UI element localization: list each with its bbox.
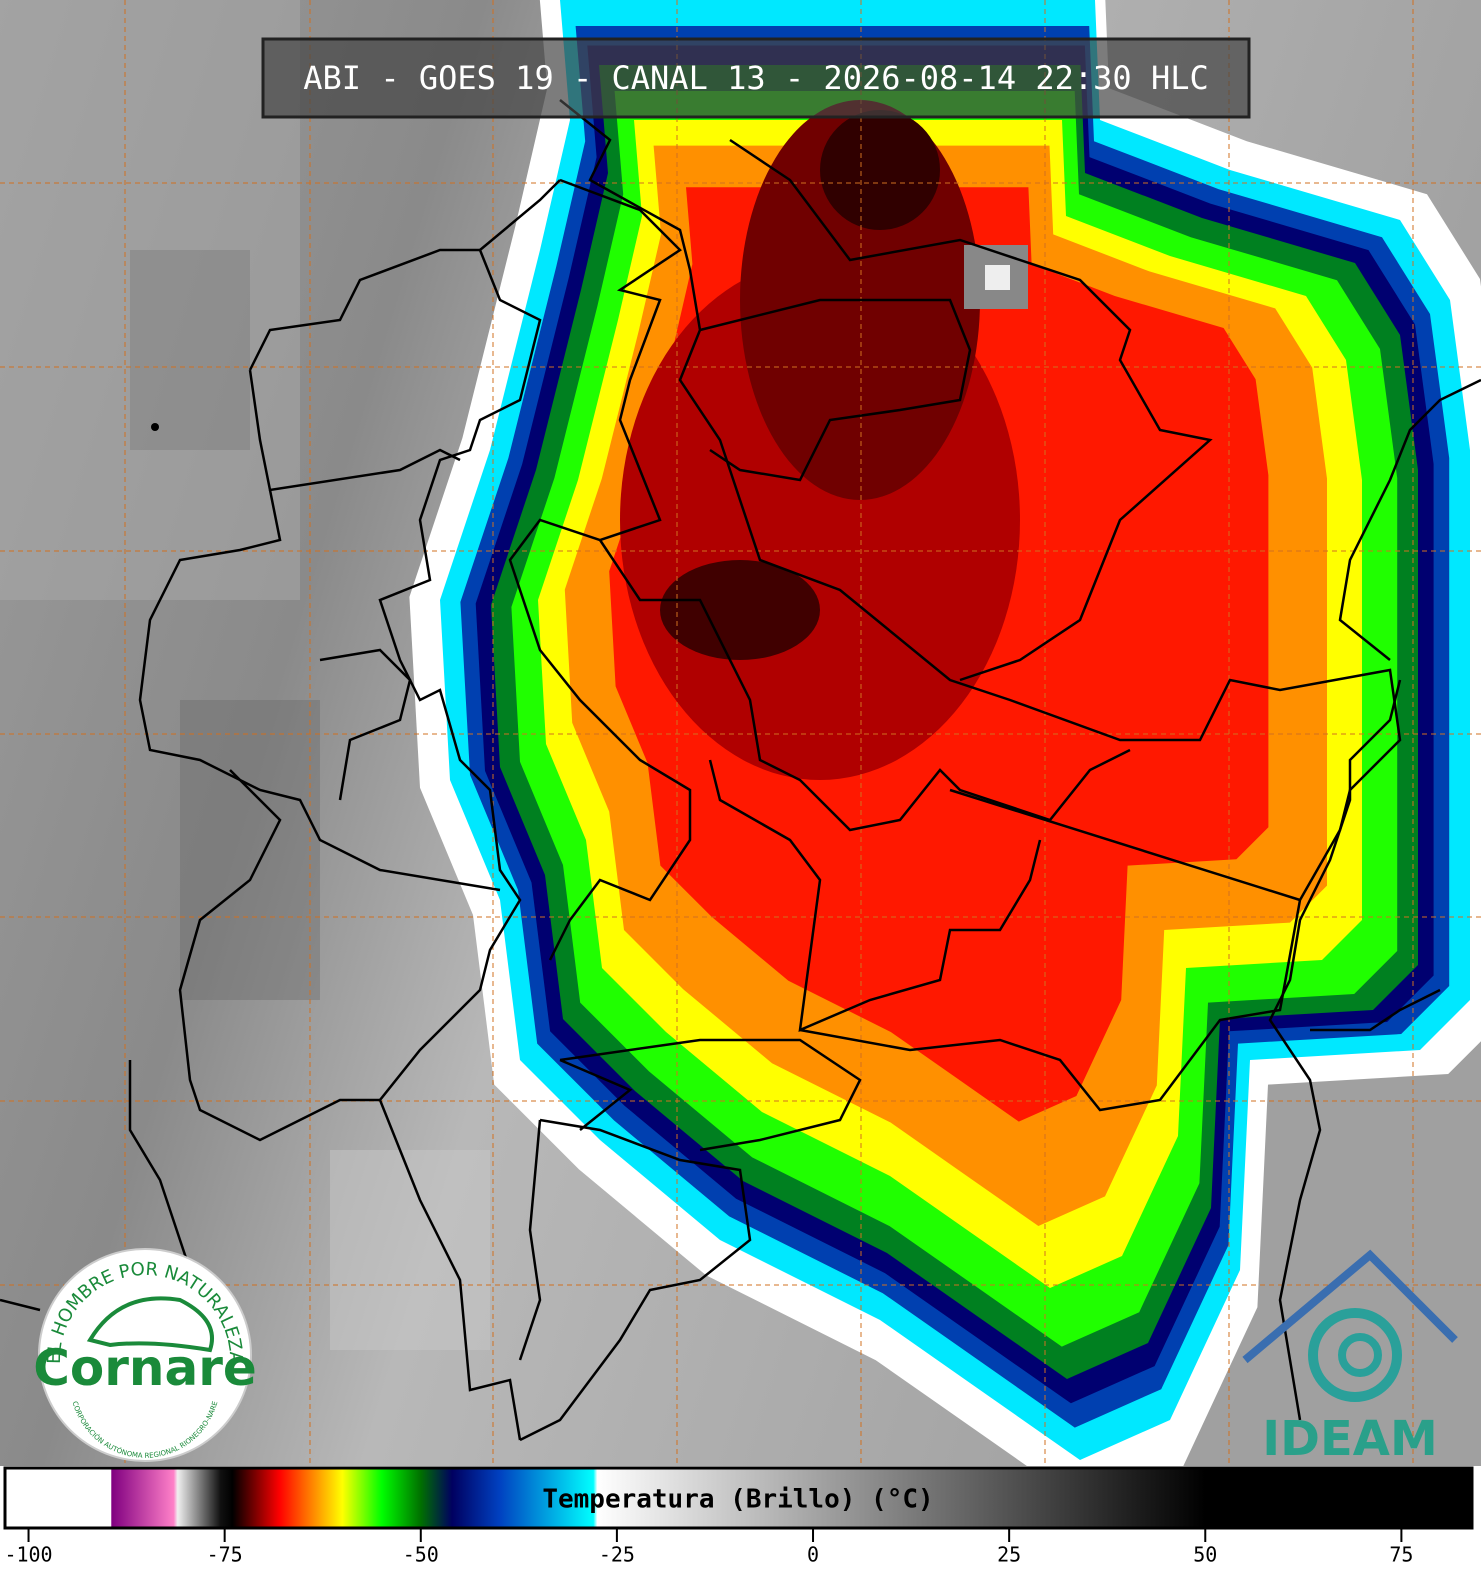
colorbar-tick-label: -100 bbox=[4, 1543, 52, 1567]
colorbar-tick-label: 0 bbox=[807, 1543, 819, 1567]
city-point bbox=[151, 423, 159, 431]
ideam-logo: IDEAM bbox=[1242, 1249, 1458, 1467]
colorbar: Temperatura (Brillo) (°C) -100 -75 -50 -25 0… bbox=[3, 1466, 1474, 1567]
colorbar-tick-label: 75 bbox=[1389, 1543, 1413, 1567]
cornare-logo: EL HOMBRE POR NATURALEZA Cornare CORPORA… bbox=[33, 1248, 257, 1462]
title-box: ABI - GOES 19 - CANAL 13 - 2026-08-14 22… bbox=[261, 37, 1251, 119]
title: ABI - GOES 19 - CANAL 13 - 2026-08-14 22… bbox=[303, 59, 1208, 97]
colorbar-tick-label: -50 bbox=[403, 1543, 439, 1567]
boundaries bbox=[0, 99, 1481, 1442]
colorbar-bar bbox=[3, 1466, 1474, 1530]
colorbar-tick-label: 50 bbox=[1193, 1543, 1217, 1567]
map-image bbox=[0, 0, 1481, 1509]
colorbar-tick-label: -25 bbox=[599, 1543, 635, 1567]
graticule bbox=[0, 0, 1481, 1466]
logo-ideam: IDEAM bbox=[1262, 1411, 1437, 1467]
colorbar-tick-label: 25 bbox=[997, 1543, 1021, 1567]
colorbar-tick-label: -75 bbox=[207, 1543, 243, 1567]
colorbar-label: Temperatura (Brillo) (°C) bbox=[542, 1485, 933, 1515]
logo-name: Cornare bbox=[33, 1339, 257, 1397]
